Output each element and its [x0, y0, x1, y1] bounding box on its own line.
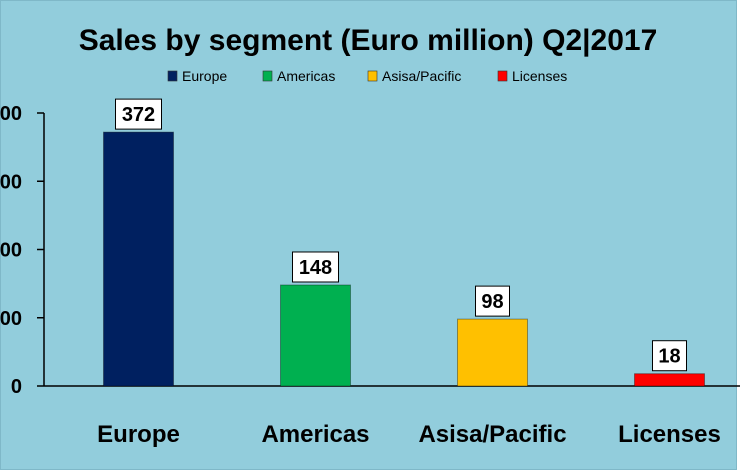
data-label-box: [115, 98, 162, 130]
legend-item-licenses: Licenses: [497, 68, 567, 84]
data-label-box: [475, 285, 510, 317]
data-label-europe: 372: [115, 98, 162, 130]
legend-label: Americas: [277, 68, 335, 84]
legend-label: Asisa/Pacific: [382, 68, 461, 84]
data-label-asisa-pacific: 98: [475, 285, 510, 317]
y-tick-label: 400: [0, 103, 22, 125]
data-label-americas: 148: [292, 251, 339, 283]
data-label-licenses: 18: [652, 340, 687, 372]
chart-title: Sales by segment (Euro million) Q2|2017: [79, 24, 658, 57]
legend-swatch: [167, 70, 178, 82]
x-tick-label-asisa-pacific: Asisa/Pacific: [418, 421, 566, 448]
data-label-box: [652, 340, 687, 372]
y-tick-label: 0: [11, 376, 22, 398]
legend-item-americas: Americas: [262, 68, 335, 84]
data-label-text: 98: [481, 291, 503, 313]
x-tick-label-licenses: Licenses: [618, 421, 721, 448]
bar-asisa-pacific: [457, 318, 528, 387]
legend-item-asisa-pacific: Asisa/Pacific: [367, 68, 461, 84]
bars: 372 148 98 18: [103, 98, 705, 387]
legend: Europe Americas Asisa/Pacific Licenses: [167, 68, 567, 84]
data-label-text: 18: [658, 346, 680, 368]
bar-americas: [280, 284, 351, 387]
bar-licenses: [634, 373, 705, 387]
y-tick-label: 300: [0, 171, 22, 193]
legend-swatch: [262, 70, 273, 82]
data-label-box: [292, 251, 339, 283]
bar-europe: [103, 131, 174, 387]
data-label-text: 372: [122, 104, 155, 126]
legend-label: Licenses: [512, 68, 567, 84]
data-label-text: 148: [299, 257, 332, 279]
y-tick-label: 200: [0, 240, 22, 262]
category-labels: Europe Americas Asisa/Pacific Licenses: [97, 421, 721, 448]
x-tick-label-americas: Americas: [261, 421, 369, 448]
legend-swatch: [497, 70, 508, 82]
y-axis-ticks: 0 100 200 300 400: [0, 103, 44, 398]
y-tick-label: 100: [0, 308, 22, 330]
legend-label: Europe: [182, 68, 227, 84]
x-tick-label-europe: Europe: [97, 421, 180, 448]
legend-item-europe: Europe: [167, 68, 227, 84]
legend-swatch: [367, 70, 378, 82]
